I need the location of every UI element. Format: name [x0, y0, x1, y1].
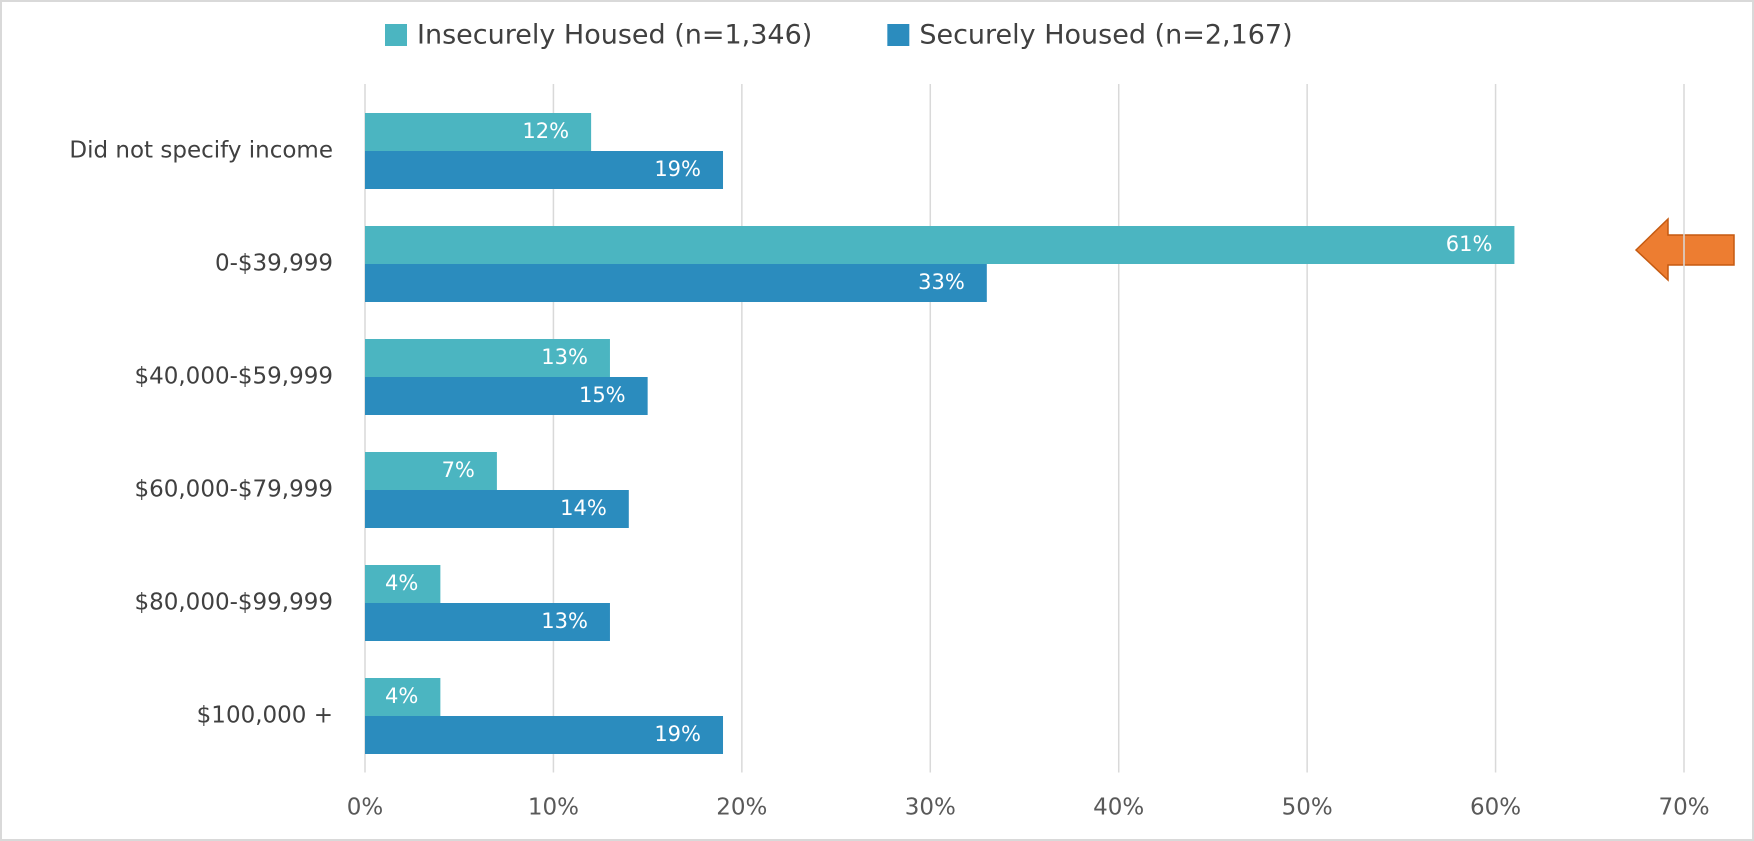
bar [365, 603, 610, 641]
bar [365, 716, 724, 754]
bar [365, 678, 441, 716]
bar [365, 113, 592, 151]
bar [365, 339, 610, 377]
data-label: 4% [385, 571, 418, 595]
data-label: 19% [654, 722, 701, 746]
data-label: 13% [541, 609, 588, 633]
y-tick-label: $80,000-$99,999 [134, 590, 333, 616]
x-tick-label: 50% [1282, 795, 1333, 821]
data-label: 7% [442, 458, 475, 482]
x-tick-label: 0% [347, 795, 384, 821]
bar [365, 565, 441, 603]
data-label: 12% [522, 119, 569, 143]
data-label: 15% [579, 383, 626, 407]
x-tick-label: 40% [1093, 795, 1144, 821]
arrow [1634, 217, 1735, 282]
legend-swatch [887, 24, 910, 46]
bar [365, 452, 497, 490]
bar [365, 264, 987, 302]
x-tick-label: 30% [905, 795, 956, 821]
bar [365, 377, 648, 415]
y-tick-label: $100,000 + [197, 703, 333, 729]
data-label: 14% [560, 496, 607, 520]
x-tick-label: 60% [1470, 795, 1521, 821]
x-tick-label: 70% [1658, 795, 1709, 821]
legend-swatch [385, 24, 407, 46]
y-tick-label: 0-$39,999 [215, 251, 333, 277]
data-label: 13% [541, 345, 588, 369]
bar [365, 151, 724, 189]
bar [365, 490, 629, 528]
legend-label: Insecurely Housed (n=1,346) [417, 20, 812, 51]
legend-label: Securely Housed (n=2,167) [919, 20, 1292, 51]
y-tick-label: $40,000-$59,999 [134, 364, 333, 390]
data-label: 33% [918, 270, 965, 294]
data-label: 61% [1446, 232, 1493, 256]
bar [365, 226, 1515, 264]
x-tick-label: 20% [716, 795, 767, 821]
data-label: 4% [385, 684, 418, 708]
y-tick-label: Did not specify income [69, 138, 333, 164]
data-label: 19% [654, 157, 701, 181]
y-tick-label: $60,000-$79,999 [134, 477, 333, 503]
x-tick-label: 10% [528, 795, 579, 821]
